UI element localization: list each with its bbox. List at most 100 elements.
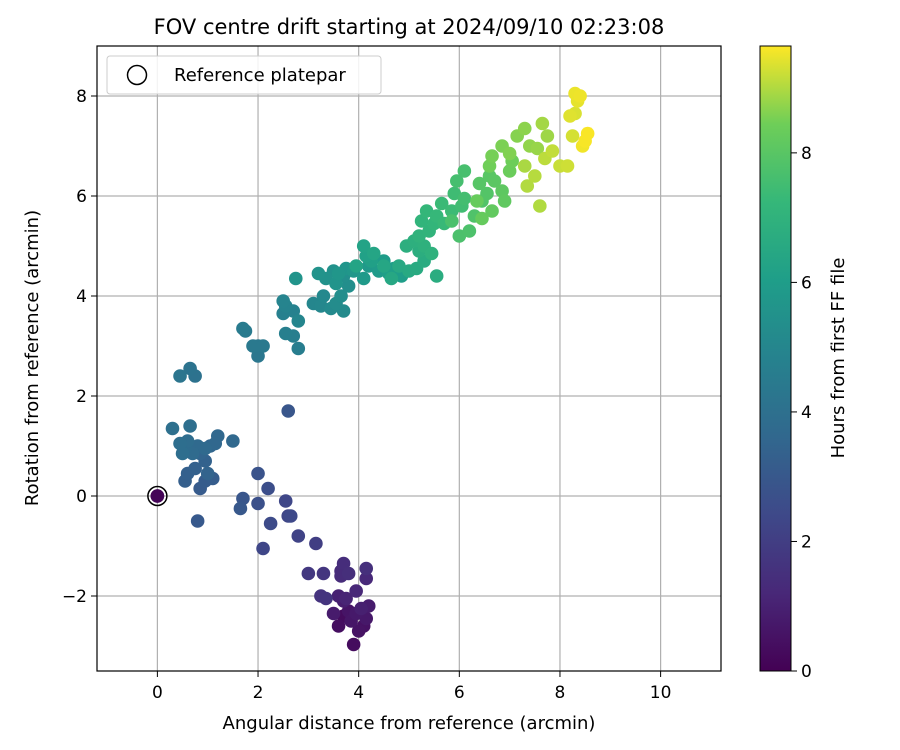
scatter-point bbox=[246, 339, 260, 353]
y-axis-label: Rotation from reference (arcmin) bbox=[22, 210, 43, 506]
scatter-point bbox=[517, 121, 532, 136]
scatter-point bbox=[444, 214, 459, 228]
x-tick-label: 4 bbox=[353, 683, 364, 703]
scatter-point bbox=[487, 174, 502, 188]
x-tick-label: 6 bbox=[454, 683, 465, 703]
y-tick-label: 2 bbox=[76, 387, 87, 407]
scatter-point bbox=[392, 259, 406, 273]
scatter-point bbox=[341, 566, 356, 581]
scatter-point bbox=[560, 159, 575, 173]
colorbar bbox=[759, 45, 792, 672]
scatter-point bbox=[359, 561, 374, 576]
colorbar-label: Hours from first FF file bbox=[828, 258, 849, 459]
scatter-point bbox=[251, 496, 265, 511]
scatter-point bbox=[434, 196, 449, 211]
scatter-point bbox=[316, 289, 331, 303]
scatter-point bbox=[457, 191, 472, 206]
scatter-point bbox=[200, 466, 215, 481]
scatter-point bbox=[384, 271, 399, 286]
legend: Reference platepar bbox=[106, 55, 382, 95]
scatter-point bbox=[545, 144, 560, 158]
scatter-point bbox=[311, 266, 326, 281]
scatter-point bbox=[331, 266, 346, 281]
scatter-point bbox=[256, 541, 270, 556]
colorbar-tick-label: 6 bbox=[801, 273, 812, 293]
scatter-point bbox=[354, 601, 368, 616]
scatter-point bbox=[429, 269, 444, 283]
scatter-point bbox=[183, 419, 197, 433]
scatter-point bbox=[563, 109, 577, 123]
x-tick-label: 2 bbox=[253, 683, 264, 703]
x-tick-label: 8 bbox=[555, 683, 566, 703]
x-tick-label: 10 bbox=[650, 683, 672, 703]
scatter-point bbox=[233, 501, 248, 516]
y-tick-label: 0 bbox=[76, 487, 87, 507]
scatter-point bbox=[356, 271, 371, 286]
scatter-point bbox=[472, 176, 487, 191]
scatter-point bbox=[450, 174, 464, 188]
scatter-point bbox=[334, 289, 348, 303]
scatter-point bbox=[359, 571, 374, 586]
scatter-point bbox=[470, 194, 484, 208]
scatter-point bbox=[475, 211, 489, 226]
colorbar-tick-label: 0 bbox=[801, 662, 812, 682]
scatter-point bbox=[183, 361, 197, 376]
scatter-point bbox=[457, 164, 472, 178]
scatter-point bbox=[444, 204, 459, 218]
scatter-point bbox=[190, 514, 205, 528]
colorbar-tick-label: 8 bbox=[801, 144, 812, 164]
scatter-point bbox=[412, 229, 426, 243]
scatter-point bbox=[283, 509, 298, 523]
scatter-point bbox=[326, 606, 341, 621]
colorbar-tick-label: 4 bbox=[801, 403, 812, 423]
scatter-point bbox=[256, 339, 270, 353]
scatter-point bbox=[565, 129, 580, 143]
legend-marker-icon bbox=[126, 64, 148, 86]
y-tick-label: −2 bbox=[62, 587, 87, 607]
scatter-point bbox=[573, 89, 587, 103]
scatter-point bbox=[349, 259, 363, 273]
scatter-point bbox=[291, 529, 306, 543]
y-tick-label: 4 bbox=[76, 287, 87, 307]
scatter-point bbox=[331, 619, 346, 633]
x-tick-label: 0 bbox=[152, 683, 163, 703]
scatter-point bbox=[188, 461, 202, 476]
scatter-point bbox=[533, 199, 547, 213]
scatter-point bbox=[447, 186, 462, 201]
scatter-point bbox=[288, 271, 303, 286]
scatter-point bbox=[165, 421, 180, 436]
colorbar-tick-label: 2 bbox=[801, 532, 812, 552]
scatter-point bbox=[349, 584, 363, 598]
scatter-point bbox=[251, 466, 265, 481]
scatter-point bbox=[263, 516, 278, 531]
scatter-point bbox=[236, 321, 250, 336]
scatter-point bbox=[502, 146, 517, 161]
scatter-point bbox=[497, 194, 512, 208]
scatter-point bbox=[356, 239, 371, 253]
legend-label: Reference platepar bbox=[174, 65, 346, 86]
scatter-point bbox=[540, 129, 555, 143]
scatter-point bbox=[291, 314, 306, 328]
scatter-point bbox=[485, 204, 499, 218]
scatter-point bbox=[580, 126, 595, 141]
scatter-point bbox=[424, 246, 439, 261]
y-axis-ticks: −2 0 2 4 6 8 bbox=[62, 87, 97, 607]
scatter-point bbox=[198, 441, 212, 456]
grid-lines bbox=[97, 46, 721, 671]
data-points bbox=[150, 86, 595, 652]
scatter-point bbox=[261, 481, 275, 496]
scatter-point bbox=[150, 489, 165, 503]
scatter-point bbox=[535, 116, 550, 131]
scatter-point bbox=[462, 224, 477, 238]
reference-marker bbox=[147, 485, 168, 507]
y-tick-label: 6 bbox=[76, 187, 87, 207]
scatter-point bbox=[309, 536, 323, 551]
scatter-point bbox=[419, 204, 434, 218]
y-tick-label: 8 bbox=[76, 87, 87, 107]
scatter-point bbox=[319, 591, 333, 606]
scatter-point bbox=[485, 149, 499, 163]
x-axis-label: Angular distance from reference (arcmin) bbox=[223, 713, 596, 734]
plot-frame bbox=[96, 45, 722, 672]
scatter-point bbox=[276, 294, 290, 308]
scatter-point bbox=[226, 434, 240, 448]
